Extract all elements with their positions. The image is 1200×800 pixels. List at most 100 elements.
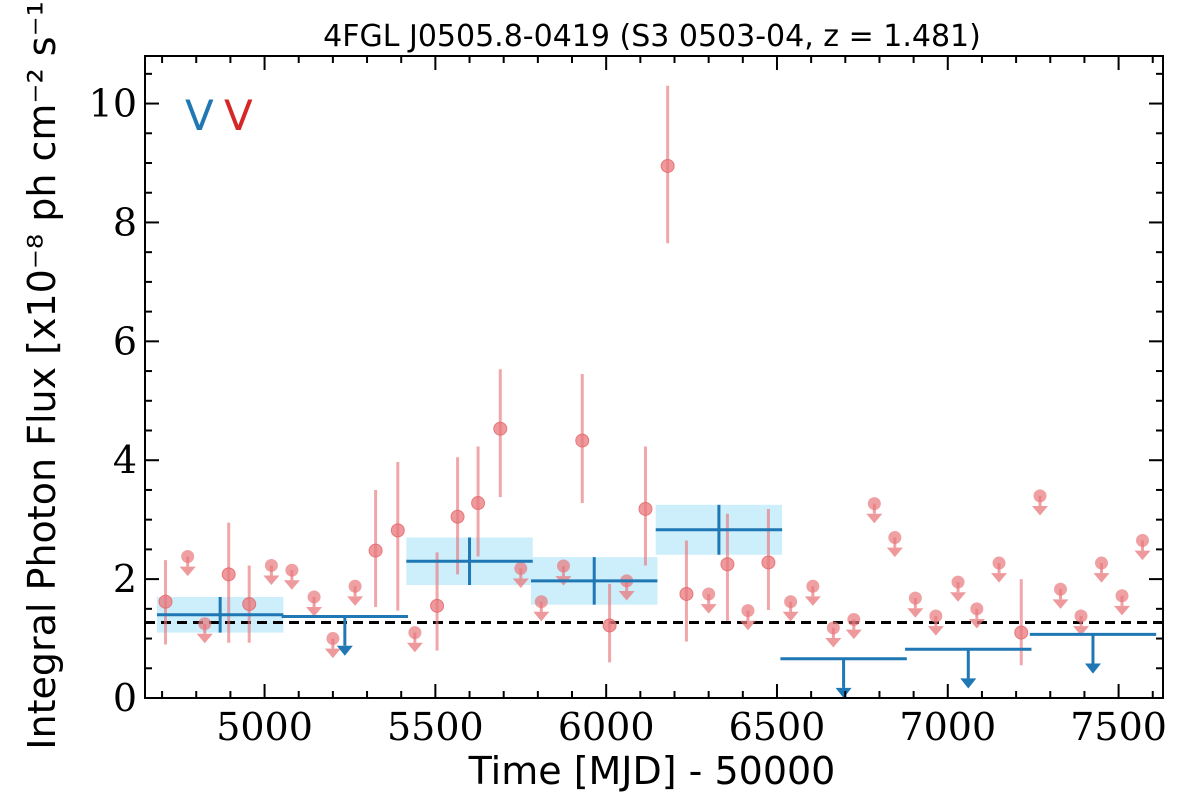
short-bin-upper-limit-arrow-21: [927, 626, 944, 636]
short-bin-upper-limit-arrow-29: [1114, 605, 1131, 616]
short-bin-upper-limit-13: [739, 604, 756, 631]
short-bin-upper-limit-arrow-9: [533, 611, 550, 622]
short-bin-upper-limit-1: [196, 617, 213, 644]
short-bin-upper-limit-arrow-13: [739, 620, 756, 631]
short-bin-upper-limit-0: [179, 550, 196, 577]
short-bin-marker-13: [679, 586, 694, 601]
short-bin-upper-limit-arrow-3: [283, 580, 300, 590]
long-bin-upper-limit-3: [1029, 632, 1157, 674]
short-bin-upper-limit-marker-25: [1033, 489, 1047, 503]
y-tick-label-0: 0: [113, 676, 137, 720]
x-tick-label-4: 7000: [899, 705, 996, 749]
short-bin-marker-6: [450, 509, 465, 524]
short-bin-upper-limit-26: [1052, 582, 1069, 609]
short-bin-upper-limit-17: [845, 613, 862, 640]
short-bin-upper-limit-marker-20: [908, 591, 922, 605]
short-bin-upper-limit-29: [1114, 589, 1131, 616]
short-bin-upper-limit-12: [700, 587, 717, 614]
short-bin-upper-limit-28: [1093, 556, 1110, 583]
short-bin-upper-limit-arrow-22: [950, 592, 967, 602]
short-bin-point-6: [450, 457, 465, 575]
short-bin-marker-7: [471, 496, 486, 511]
long-bin-point-3: [655, 504, 783, 555]
short-bin-marker-11: [638, 501, 653, 516]
y-tick-label-2: 4: [113, 438, 137, 482]
short-bin-upper-limit-marker-12: [702, 587, 716, 601]
short-bin-upper-limit-marker-27: [1074, 609, 1088, 623]
short-bin-upper-limit-22: [950, 575, 967, 602]
short-bin-upper-limit-20: [907, 591, 924, 618]
short-bin-point-13: [679, 540, 694, 642]
short-bin-marker-9: [575, 433, 590, 448]
short-bin-upper-limit-3: [283, 563, 300, 590]
short-bin-upper-limit-arrow-25: [1032, 505, 1049, 516]
short-bin-point-16: [1014, 579, 1029, 666]
short-bin-upper-limit-arrow-2: [263, 575, 280, 586]
short-bin-point-8: [493, 369, 508, 498]
short-bin-upper-limit-arrow-1: [196, 633, 213, 644]
y-tick-label-5: 10: [89, 82, 137, 126]
short-bin-upper-limit-19: [886, 531, 903, 558]
short-bin-marker-1: [221, 567, 236, 582]
x-tick-label-3: 6500: [729, 705, 826, 749]
short-bin-marker-14: [720, 557, 735, 572]
short-bin-upper-limit-marker-30: [1136, 533, 1150, 547]
short-bin-marker-3: [368, 543, 383, 558]
short-bin-upper-limit-21: [927, 609, 944, 636]
short-bin-point-15: [761, 508, 776, 611]
short-bin-upper-limit-marker-6: [348, 579, 362, 593]
short-bin-upper-limit-marker-18: [867, 497, 881, 511]
short-bin-point-12: [660, 85, 675, 244]
x-tick-label-5: 7500: [1070, 705, 1167, 749]
short-bin-upper-limit-23: [968, 602, 985, 629]
short-bin-upper-limit-14: [782, 595, 799, 622]
short-bin-upper-limit-arrow-20: [907, 608, 924, 618]
short-bin-upper-limit-marker-1: [198, 617, 212, 631]
y-axis-label: Integral Photon Flux [x10⁻⁸ ph cm⁻² s⁻¹]: [20, 0, 64, 750]
short-bin-upper-limit-marker-4: [307, 590, 321, 604]
short-bin-upper-limit-arrow-30: [1134, 550, 1151, 561]
long-bin-layer: [156, 504, 1157, 698]
short-bin-point-14: [720, 513, 735, 621]
long-bin-point-0: [156, 596, 284, 633]
flag-v-blue: V: [185, 91, 214, 140]
chart-title: 4FGL J0505.8-0419 (S3 0503-04, z = 1.481…: [323, 19, 981, 54]
short-bin-upper-limit-arrow-16: [825, 637, 842, 648]
short-bin-upper-limit-marker-21: [929, 609, 943, 623]
short-bin-upper-limit-24: [991, 556, 1008, 583]
long-bin-upper-limit-2: [905, 647, 1032, 689]
y-tick-label-3: 6: [113, 319, 137, 363]
short-bin-point-5: [430, 552, 445, 651]
short-bin-upper-limit-arrow-17: [845, 629, 862, 640]
short-bin-upper-limit-arrow-23: [968, 618, 985, 629]
short-bin-upper-limit-8: [512, 561, 529, 589]
short-bin-upper-limit-marker-5: [326, 632, 340, 646]
short-bin-upper-limit-arrow-0: [179, 566, 196, 577]
short-bin-point-3: [368, 489, 383, 608]
short-bin-upper-limit-25: [1032, 489, 1049, 516]
short-bin-upper-limit-marker-26: [1054, 582, 1068, 596]
short-bin-upper-limit-arrow-12: [700, 604, 717, 614]
x-tick-label-1: 5500: [387, 705, 484, 749]
long-bin-point-1: [406, 537, 533, 586]
long-bin-upper-limit-arrow-2: [960, 678, 977, 689]
short-bin-upper-limit-marker-22: [951, 575, 965, 589]
short-bin-upper-limit-marker-10: [556, 559, 570, 573]
short-bin-marker-10: [602, 618, 617, 633]
x-axis-label: Time [MJD] - 50000: [468, 749, 836, 793]
short-bin-upper-limit-27: [1073, 609, 1090, 636]
x-tick-label-2: 6000: [558, 705, 655, 749]
short-bin-upper-limit-arrow-19: [886, 547, 903, 558]
long-bin-point-2: [531, 557, 658, 605]
short-bin-point-10: [602, 583, 617, 663]
short-bin-marker-16: [1014, 625, 1029, 640]
short-bin-point-11: [638, 446, 653, 566]
short-bin-upper-limit-6: [347, 579, 364, 606]
x-tick-label-0: 5000: [216, 705, 313, 749]
short-bin-upper-limit-arrow-15: [804, 596, 821, 606]
long-bin-upper-limit-arrow-3: [1084, 663, 1101, 674]
short-bin-upper-limit-2: [263, 558, 280, 586]
short-bin-upper-limit-16: [825, 621, 842, 648]
long-bin-upper-limit-1: [780, 657, 907, 698]
